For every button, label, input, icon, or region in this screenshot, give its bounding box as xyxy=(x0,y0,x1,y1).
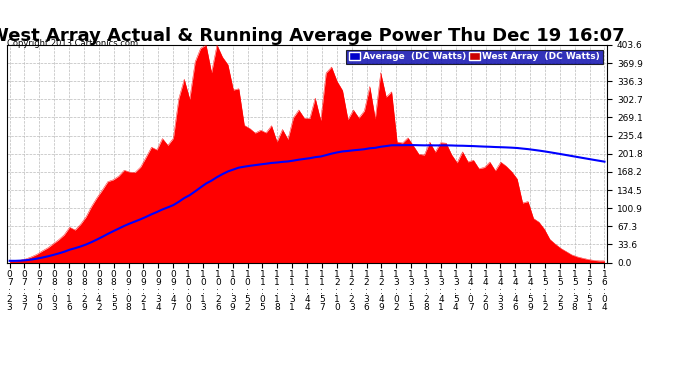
Title: West Array Actual & Running Average Power Thu Dec 19 16:07: West Array Actual & Running Average Powe… xyxy=(0,27,625,45)
Legend: Average  (DC Watts), West Array  (DC Watts): Average (DC Watts), West Array (DC Watts… xyxy=(346,50,602,64)
Text: Copyright 2013 Cartronics.com: Copyright 2013 Cartronics.com xyxy=(7,39,138,48)
